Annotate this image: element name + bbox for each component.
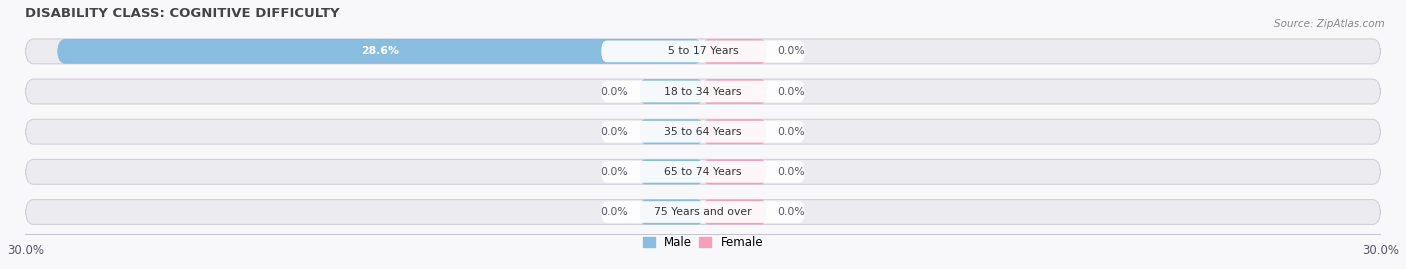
FancyBboxPatch shape [602,201,804,223]
FancyBboxPatch shape [703,160,766,184]
FancyBboxPatch shape [640,79,703,104]
FancyBboxPatch shape [602,121,804,143]
Text: 0.0%: 0.0% [600,167,628,177]
FancyBboxPatch shape [703,200,766,224]
FancyBboxPatch shape [602,161,804,183]
Text: 0.0%: 0.0% [778,46,806,56]
Text: DISABILITY CLASS: COGNITIVE DIFFICULTY: DISABILITY CLASS: COGNITIVE DIFFICULTY [25,7,340,20]
Text: 0.0%: 0.0% [600,207,628,217]
Text: 65 to 74 Years: 65 to 74 Years [664,167,742,177]
FancyBboxPatch shape [25,119,1381,144]
Text: 0.0%: 0.0% [778,87,806,97]
Text: 0.0%: 0.0% [778,127,806,137]
FancyBboxPatch shape [602,81,804,102]
FancyBboxPatch shape [25,39,1381,64]
FancyBboxPatch shape [58,39,703,64]
Text: 0.0%: 0.0% [778,207,806,217]
Text: 5 to 17 Years: 5 to 17 Years [668,46,738,56]
FancyBboxPatch shape [25,160,1381,184]
FancyBboxPatch shape [703,39,766,64]
Text: 0.0%: 0.0% [600,87,628,97]
Text: 28.6%: 28.6% [361,46,399,56]
Text: 0.0%: 0.0% [778,167,806,177]
FancyBboxPatch shape [703,79,766,104]
Text: 35 to 64 Years: 35 to 64 Years [664,127,742,137]
FancyBboxPatch shape [640,200,703,224]
FancyBboxPatch shape [703,119,766,144]
Text: 18 to 34 Years: 18 to 34 Years [664,87,742,97]
Text: 0.0%: 0.0% [600,127,628,137]
Text: Source: ZipAtlas.com: Source: ZipAtlas.com [1274,19,1385,29]
FancyBboxPatch shape [25,79,1381,104]
FancyBboxPatch shape [640,119,703,144]
Legend: Male, Female: Male, Female [643,236,763,249]
FancyBboxPatch shape [25,200,1381,224]
Text: 75 Years and over: 75 Years and over [654,207,752,217]
FancyBboxPatch shape [640,160,703,184]
FancyBboxPatch shape [602,41,804,62]
